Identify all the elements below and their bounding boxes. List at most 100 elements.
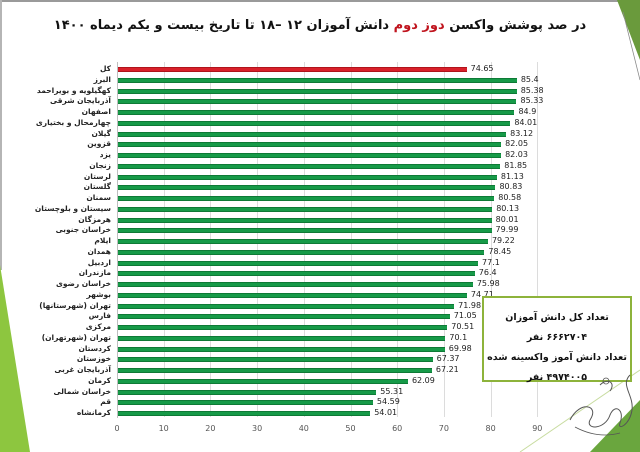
x-tick-label: 40	[298, 424, 309, 433]
value-label: 85.33	[520, 96, 544, 106]
province-bar	[118, 206, 493, 212]
category-label: لرستان	[83, 171, 111, 181]
category-label: هرمزگان	[78, 214, 111, 224]
x-tick-label: 70	[438, 424, 449, 433]
province-bar	[118, 77, 517, 83]
chart-row: قزوین 82.05	[0, 139, 640, 150]
chart-row: زنجان 81.85	[0, 161, 640, 172]
chart-row: خراسان جنوبی 79.99	[0, 225, 640, 236]
category-label: کرمان	[88, 375, 111, 385]
value-label: 84.01	[514, 117, 538, 127]
chart-row: آذربایجان غربی 67.21	[0, 365, 640, 376]
title-highlight: دوز دوم	[393, 18, 445, 33]
value-label: 54.01	[374, 408, 398, 417]
province-bar	[118, 271, 475, 277]
chart-title: در صد پوشش واکسن دوز دوم دانش آموزان ۱۲ …	[0, 18, 640, 33]
province-bar	[118, 99, 517, 105]
category-label: کهگیلویه و بویراحمد	[36, 85, 111, 95]
chart-row: تهران (شهرستانها) 71.98	[0, 301, 640, 312]
province-bar	[118, 142, 502, 148]
slide-top-border	[0, 0, 640, 2]
chart-row: کهگیلویه و بویراحمد 85.38	[0, 86, 640, 97]
chart-row: چهارمحال و بختیاری 84.01	[0, 118, 640, 129]
x-tick-label: 20	[205, 424, 216, 433]
province-bar	[118, 378, 408, 384]
category-label: خراسان رضوی	[56, 279, 111, 288]
chart-row: اردبیل 77.1	[0, 258, 640, 269]
chart-row: گلستان 80.83	[0, 182, 640, 193]
chart-row: قم 54.59	[0, 397, 640, 408]
category-label: بوشهر	[86, 289, 111, 299]
total-bar	[118, 67, 467, 72]
summary-info-box: تعداد کل دانش آموزان ۶۶۶۲۷۰۴ نفر تعداد د…	[482, 296, 632, 383]
chart-row: مرکزی 70.51	[0, 322, 640, 333]
chart-row: لرستان 81.13	[0, 172, 640, 183]
value-label: 84.9	[518, 107, 537, 116]
value-label: 79.99	[495, 225, 519, 235]
category-label: البرز	[93, 74, 111, 84]
province-bar	[118, 88, 517, 94]
category-label: خراسان شمالی	[53, 386, 111, 396]
chart-row: مازندران 76.4	[0, 268, 640, 279]
category-label: آذربایجان غربی	[54, 365, 111, 374]
category-label: گیلان	[91, 128, 111, 138]
vaccinated-count-text: ۴۹۷۴۰۰۵ نفر	[526, 372, 588, 383]
value-label: 81.13	[500, 171, 524, 181]
value-label: 80.83	[499, 182, 523, 192]
value-label: 80.13	[496, 203, 520, 213]
province-bar	[118, 411, 371, 416]
value-label: 55.31	[380, 386, 404, 396]
province-bar	[118, 174, 497, 180]
province-bar	[118, 335, 446, 341]
value-label: 67.21	[435, 365, 459, 374]
value-label: 82.05	[505, 139, 529, 149]
gridline	[490, 62, 492, 417]
chart-row: ایلام 79.22	[0, 236, 640, 247]
chart-row: کرمان 62.09	[0, 376, 640, 387]
value-label: 78.45	[488, 246, 512, 256]
province-bar	[118, 163, 501, 169]
chart-row: خراسان رضوی 75.98	[0, 279, 640, 290]
category-label: کرمانشاه	[76, 408, 111, 417]
value-label: 62.09	[411, 375, 435, 385]
value-label: 76.4	[478, 268, 497, 278]
category-label: اردبیل	[87, 257, 111, 267]
value-label: 67.37	[436, 354, 460, 364]
chart-row: البرز 85.4	[0, 75, 640, 86]
value-label: 85.38	[520, 85, 544, 95]
category-label: چهارمحال و بختیاری	[35, 117, 111, 127]
value-label: 80.58	[498, 193, 522, 202]
chart-row: یزد 82.03	[0, 150, 640, 161]
value-label: 70.51	[451, 322, 475, 331]
chart-row: خراسان شمالی 55.31	[0, 387, 640, 398]
value-label: 80.01	[495, 214, 519, 224]
province-bar	[118, 325, 448, 330]
y-axis-line	[117, 62, 118, 418]
province-bar	[118, 196, 495, 201]
category-label: مرکزی	[85, 322, 111, 331]
province-bar	[118, 185, 496, 191]
category-label: کردستان	[78, 343, 111, 353]
chart-row: کردستان 69.98	[0, 344, 640, 355]
category-label: ایلام	[94, 236, 111, 245]
province-bar	[118, 346, 445, 352]
title-part1: در صد پوشش واکسن	[444, 18, 587, 33]
province-bar	[118, 400, 373, 406]
chart-row: سیستان و بلوچستان 80.13	[0, 204, 640, 215]
x-tick-label: 90	[532, 424, 543, 433]
category-label: سمنان	[86, 193, 111, 202]
chart-row: آذربایجان شرقی 85.33	[0, 96, 640, 107]
category-label: مازندران	[78, 268, 111, 278]
value-label: 83.12	[510, 128, 534, 138]
category-label: زنجان	[89, 160, 111, 170]
x-tick-label: 30	[252, 424, 263, 433]
province-bar	[118, 131, 507, 137]
category-label: آذربایجان شرقی	[50, 96, 111, 106]
category-label: خراسان جنوبی	[55, 225, 111, 235]
value-label: 81.85	[504, 160, 528, 170]
category-label: خوزستان	[76, 354, 111, 364]
value-label: 69.98	[448, 343, 472, 353]
category-label: فارس	[88, 311, 111, 321]
value-label: 54.59	[376, 397, 400, 407]
